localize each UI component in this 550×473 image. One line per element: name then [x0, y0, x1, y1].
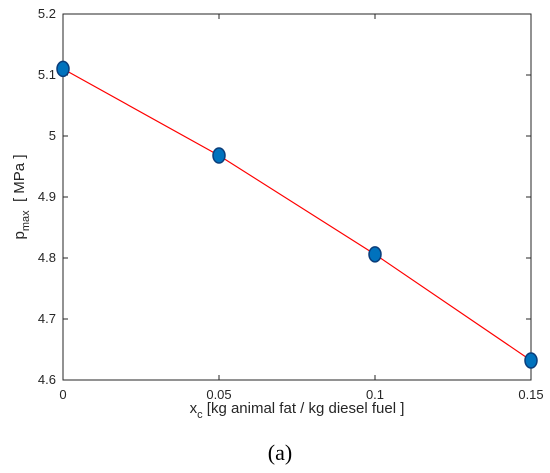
data-point — [368, 246, 382, 263]
y-axis-label-subscript: max — [20, 210, 32, 231]
y-tick-label: 5.2 — [38, 6, 56, 21]
y-axis-ticks: 4.6 4.7 4.8 4.9 5 5.1 5.2 — [38, 6, 531, 387]
x-axis-label-unit: [kg animal fat / kg diesel fuel ] — [203, 400, 405, 417]
y-tick-label: 4.9 — [38, 189, 56, 204]
x-axis-label-main: x — [190, 400, 198, 417]
x-tick-label: 0.15 — [518, 387, 543, 402]
y-axis-label-main: p — [11, 231, 28, 239]
y-axis-label-unit: [ MPa ] — [11, 155, 28, 211]
panel-label: (a) — [268, 440, 292, 465]
y-tick-label: 4.8 — [38, 250, 56, 265]
x-tick-label: 0.1 — [366, 387, 384, 402]
x-axis-label: xc [kg animal fat / kg diesel fuel ] — [190, 400, 405, 421]
series-line — [62, 68, 532, 361]
y-axis-label: pmax [ MPa ] — [11, 155, 32, 240]
x-tick-label: 0.05 — [206, 387, 231, 402]
y-tick-label: 5.1 — [38, 67, 56, 82]
plot-area — [62, 13, 532, 381]
x-tick-label: 0 — [59, 387, 66, 402]
data-markers — [56, 60, 538, 369]
x-axis-ticks: 0 0.05 0.1 0.15 — [59, 14, 544, 402]
data-point — [212, 147, 226, 164]
y-tick-label: 4.6 — [38, 372, 56, 387]
y-tick-label: 4.7 — [38, 311, 56, 326]
data-point — [524, 352, 538, 369]
x-axis-label-subscript: c — [197, 409, 203, 421]
data-point — [56, 60, 70, 78]
y-tick-label: 5 — [49, 128, 56, 143]
